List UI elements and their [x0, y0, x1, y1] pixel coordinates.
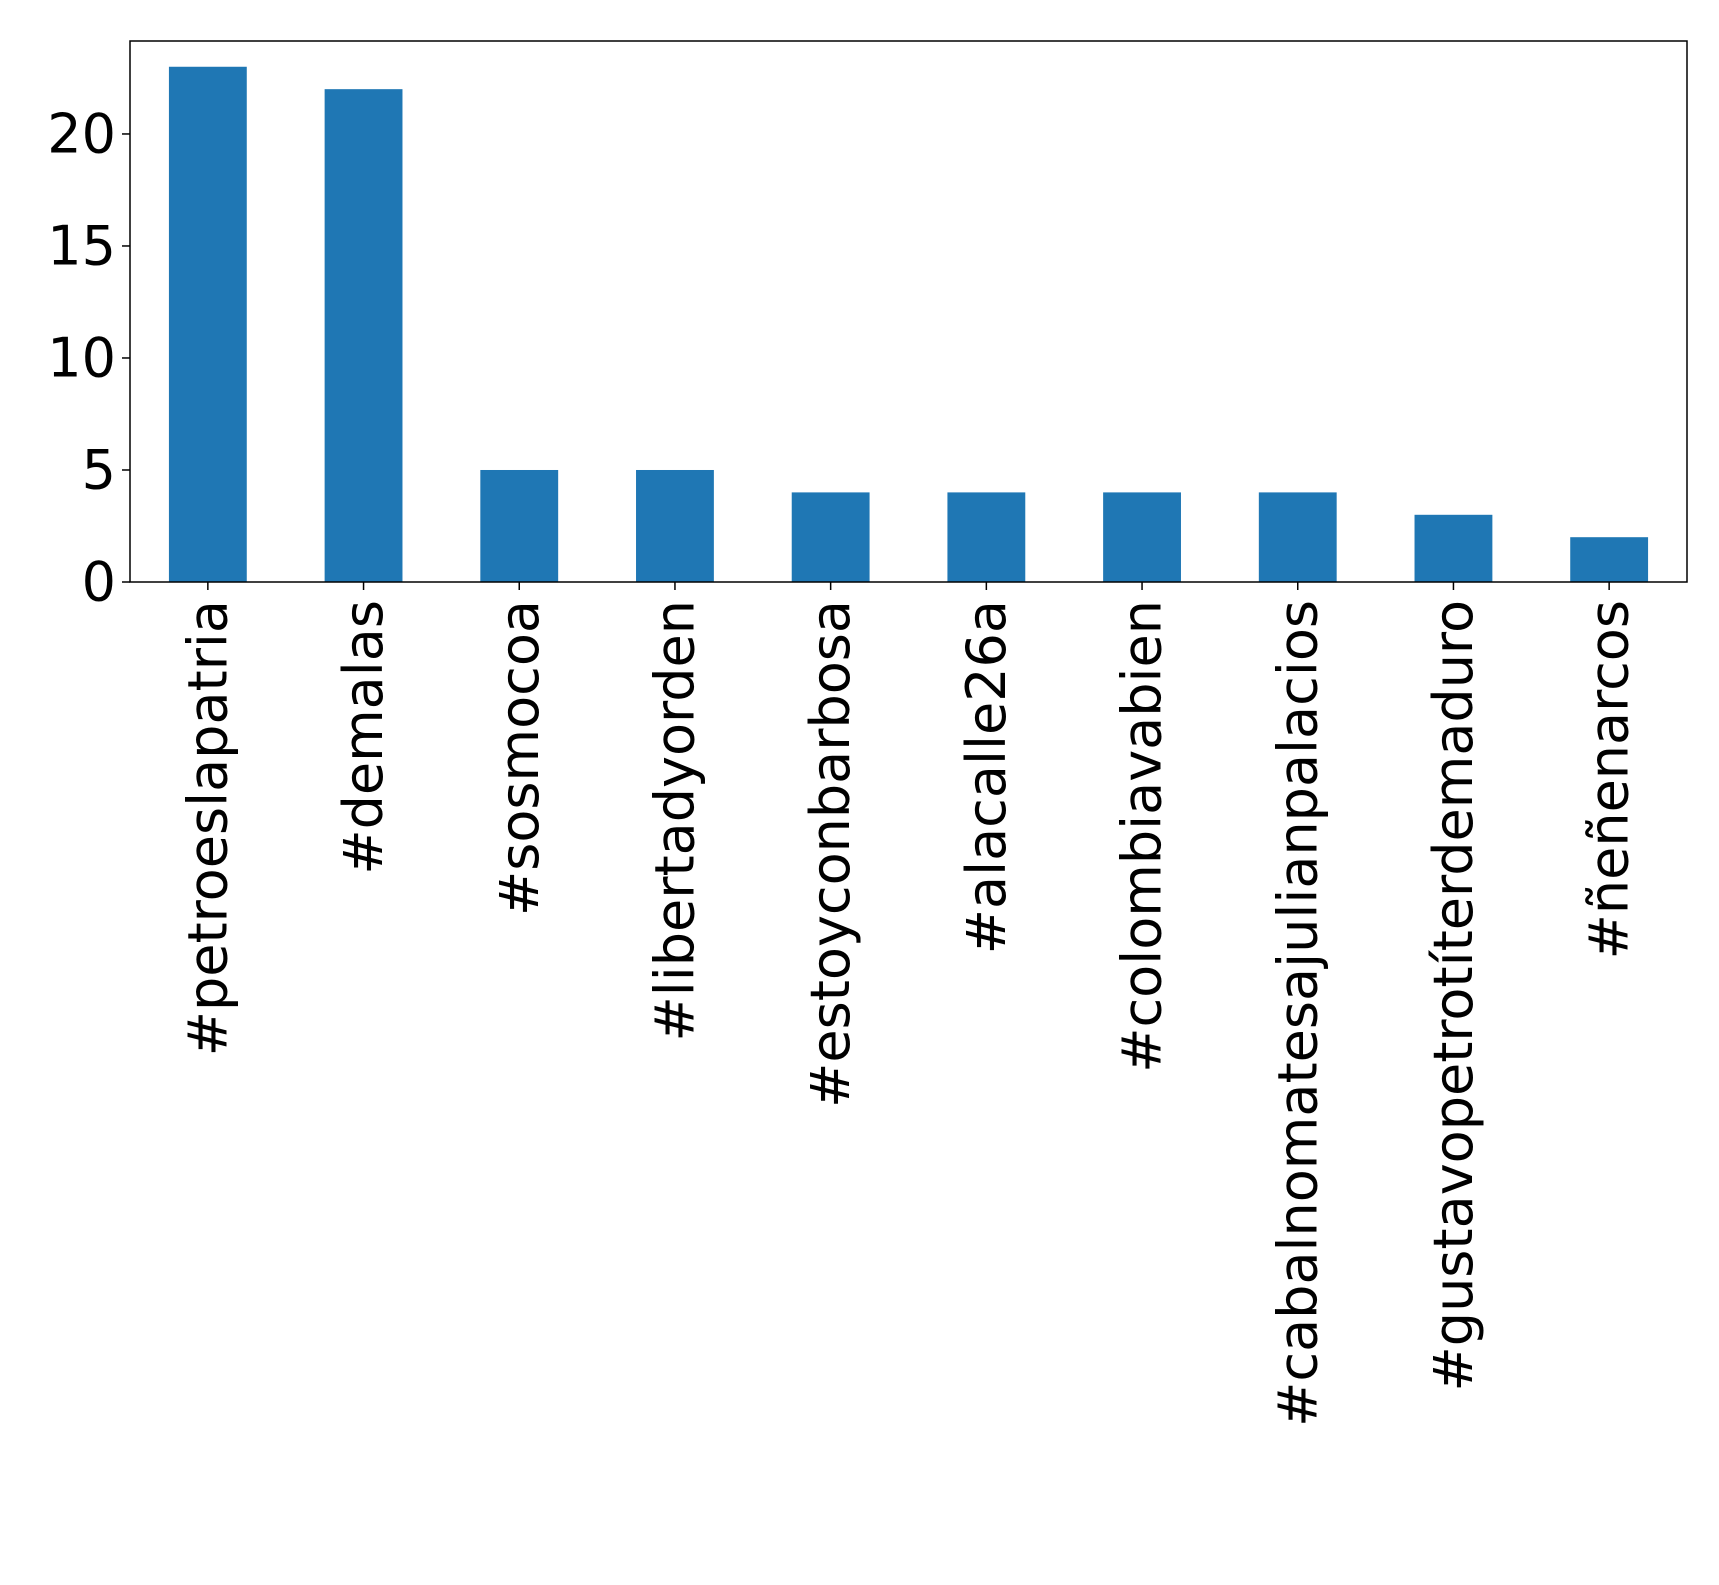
bar-cabalnomatesajulianpalacios: [1258, 492, 1337, 582]
bar-libertadyorden: [636, 469, 714, 582]
plot-area-frame: [129, 40, 1688, 583]
bars-group: [168, 66, 1649, 582]
x-tick-label: #petroeslapatria: [176, 600, 239, 1056]
y-tick-label: 20: [47, 102, 116, 165]
y-axis: 0 5 10 15 20: [47, 102, 130, 614]
y-tick-label: 15: [47, 214, 116, 277]
x-tick-label: #ñeñenarcos: [1578, 600, 1641, 959]
x-axis: #petroeslapatria #demalas #sosmocoa #libert…: [176, 582, 1641, 1427]
bar-colombiavabien: [1103, 492, 1181, 582]
bar-sosmocoa: [480, 469, 559, 582]
y-tick-label: 10: [47, 326, 116, 389]
x-tick-label: #cabalnomatesajulianpalacios: [1266, 600, 1329, 1427]
x-tick-label: #libertadyorden: [643, 600, 706, 1041]
x-tick-label: #colombiavabien: [1111, 600, 1174, 1073]
bar-gustavopetrotíterdemaduro: [1414, 514, 1493, 582]
y-tick-label: 0: [82, 551, 116, 614]
bar-demalas: [324, 89, 403, 582]
y-tick-label: 5: [82, 438, 116, 501]
x-tick-label: #demalas: [332, 600, 395, 875]
x-tick-label: #sosmocoa: [488, 600, 551, 916]
x-tick-label: #alacalle26a: [955, 600, 1018, 954]
bar-alacalle26a: [947, 492, 1026, 582]
x-tick-label: #gustavopetrotíterdemaduro: [1422, 600, 1485, 1391]
bar-petroeslapatria: [168, 66, 247, 582]
bar-ñeñenarcos: [1570, 537, 1649, 582]
bar-estoyconbarbosa: [791, 492, 870, 582]
x-tick-label: #estoyconbarbosa: [799, 600, 862, 1108]
